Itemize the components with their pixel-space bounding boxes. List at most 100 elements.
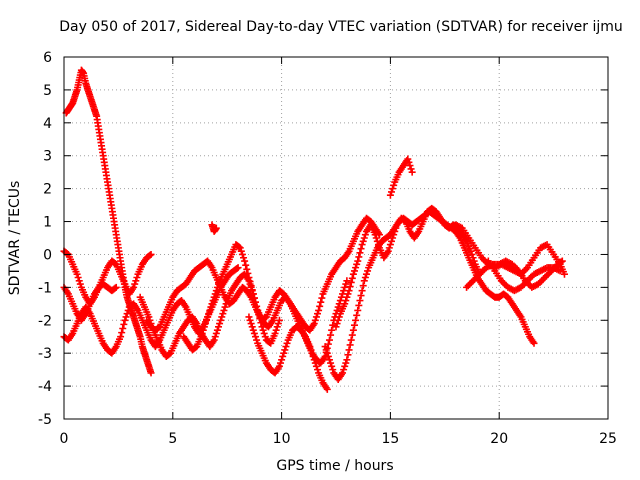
y-tick-label: 3 [43, 149, 52, 165]
data-point [218, 313, 226, 321]
plot-frame [63, 56, 609, 420]
data-point [469, 277, 477, 285]
data-point [541, 273, 549, 281]
x-tick-label: 10 [273, 431, 291, 447]
data-point [341, 300, 349, 308]
data-point [119, 325, 127, 332]
data-point [349, 326, 357, 334]
data-point [539, 275, 547, 283]
data-point [307, 346, 315, 354]
data-point [213, 326, 221, 334]
series-arc-1 [62, 66, 155, 377]
data-point [237, 247, 245, 255]
data-point [556, 267, 564, 275]
data-point [371, 231, 379, 239]
data-point [219, 310, 227, 318]
data-point [234, 264, 242, 272]
data-point [259, 326, 267, 334]
data-point [306, 343, 314, 351]
data-point [279, 352, 287, 360]
data-point [217, 316, 225, 324]
data-point [538, 277, 546, 285]
grid-lines [64, 57, 608, 419]
data-point [354, 257, 362, 265]
data-point [522, 265, 530, 273]
data-point [118, 329, 126, 337]
data-point [245, 277, 253, 285]
data-point [404, 155, 412, 163]
data-point [334, 303, 342, 311]
data-point [322, 346, 330, 354]
data-point [212, 224, 220, 232]
data-point [329, 321, 337, 329]
data-point [463, 283, 471, 291]
data-point [248, 287, 256, 295]
series-arc-9 [245, 313, 331, 393]
data-point [543, 272, 551, 280]
data-point [146, 251, 154, 259]
data-point [333, 320, 341, 328]
data-point [274, 320, 282, 328]
data-point [353, 260, 361, 268]
data-point [340, 366, 348, 374]
data-point [333, 306, 341, 314]
data-point [328, 362, 336, 370]
data-point [211, 290, 219, 298]
data-point [342, 297, 350, 305]
data-point [277, 359, 285, 367]
data-point [332, 323, 340, 331]
data-point [282, 343, 290, 351]
y-tick-label: 5 [43, 83, 52, 99]
data-point [405, 158, 413, 166]
data-point [558, 257, 566, 265]
data-point [352, 316, 360, 324]
y-axis-label: SDTVAR / TECUs [7, 181, 23, 296]
data-point [339, 369, 347, 377]
data-point [247, 320, 255, 328]
data-point [213, 283, 221, 291]
y-tick-label: 6 [43, 50, 52, 66]
data-point [214, 323, 222, 331]
data-point [212, 287, 220, 295]
data-point [347, 336, 355, 344]
data-point [222, 300, 230, 308]
data-point [123, 310, 131, 318]
data-point [540, 242, 548, 250]
data-point [507, 285, 515, 293]
data-point [479, 267, 487, 275]
data-point [272, 326, 280, 334]
data-point [342, 359, 350, 367]
data-point [356, 297, 364, 305]
data-point [346, 283, 354, 291]
data-point [147, 369, 155, 377]
data-point [469, 254, 477, 262]
data-point [514, 285, 522, 293]
series-arc-7 [136, 270, 283, 360]
data-point [357, 292, 365, 300]
data-point [352, 264, 360, 272]
data-point [557, 258, 565, 266]
data-point [355, 253, 363, 261]
data-point [311, 359, 319, 367]
data-point [499, 278, 507, 286]
data-point [314, 366, 322, 374]
x-tick-label: 15 [381, 431, 399, 447]
data-point [76, 280, 84, 288]
data-point [357, 245, 365, 253]
data-point [131, 280, 139, 288]
x-tick-label: 5 [168, 431, 177, 447]
data-point [390, 231, 398, 239]
series-arc-15 [484, 257, 564, 295]
data-point [311, 316, 319, 324]
data-point [221, 303, 229, 311]
data-point [73, 270, 81, 278]
chart-title: Day 050 of 2017, Sidereal Day-to-day VTE… [59, 19, 623, 35]
data-point [345, 346, 353, 354]
data-point [148, 323, 156, 331]
data-point [323, 349, 331, 357]
data-point [391, 227, 399, 235]
data-point [261, 333, 269, 341]
data-point [406, 162, 414, 170]
y-tick-label: 2 [43, 182, 52, 198]
data-point [111, 284, 119, 292]
